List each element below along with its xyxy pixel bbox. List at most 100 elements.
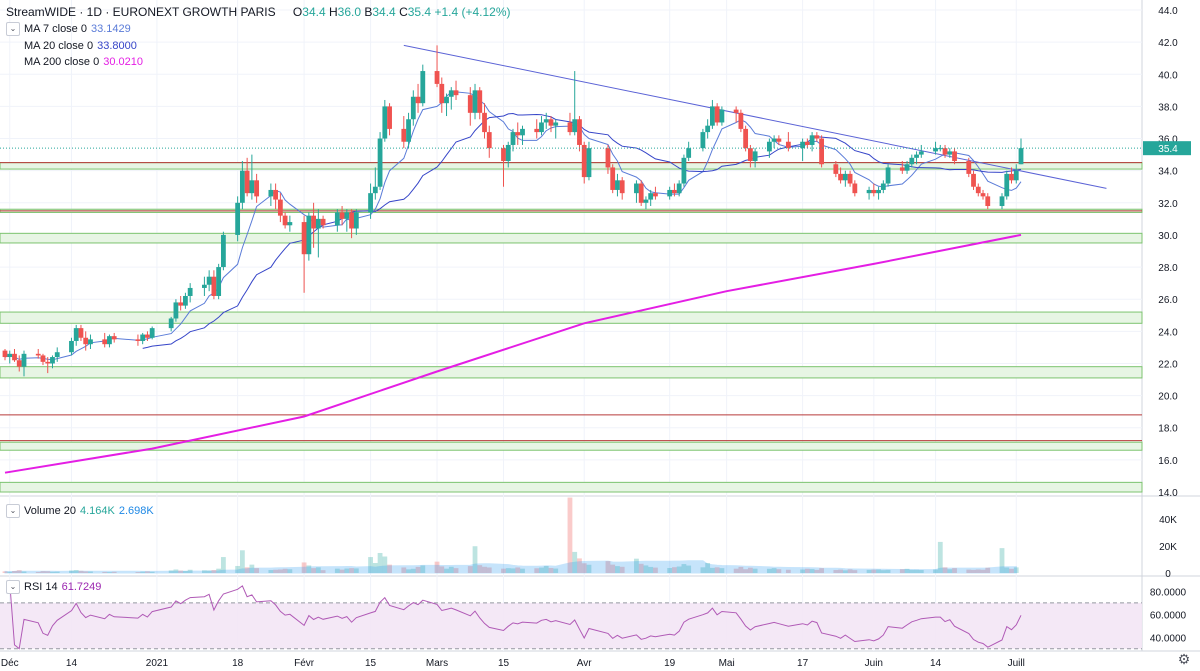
volume-bar: [933, 569, 938, 573]
candle: [952, 148, 957, 165]
collapse-volume-icon[interactable]: ⌄: [6, 504, 20, 518]
candle: [472, 83, 478, 120]
candle: [667, 186, 673, 200]
volume-bar: [804, 568, 810, 573]
candle: [885, 164, 891, 187]
volume-bar: [710, 567, 715, 573]
legend-ma7[interactable]: ⌄ MA 7 close 0 33.1429: [6, 22, 131, 36]
candle-body: [235, 202, 241, 235]
volume-bar: [809, 569, 815, 573]
candle-body: [187, 287, 193, 296]
candle-body: [610, 167, 616, 190]
legend-ma200[interactable]: MA 200 close 0 30.0210: [24, 56, 143, 68]
candle-body: [842, 173, 848, 181]
candle: [12, 349, 17, 362]
candle-body: [710, 106, 715, 126]
candle-body: [415, 96, 421, 104]
time-tick-label: 2021: [146, 658, 169, 669]
candle: [515, 122, 521, 145]
volume-bar: [852, 570, 858, 573]
candle-body: [686, 148, 692, 158]
volume-bar: [467, 566, 473, 573]
candle-body: [220, 234, 226, 268]
candle: [947, 148, 953, 158]
candle: [477, 87, 483, 120]
candle: [45, 357, 51, 374]
candle: [339, 206, 345, 226]
candle-body: [35, 353, 41, 356]
candle-body: [206, 276, 212, 285]
legend-rsi[interactable]: ⌄ RSI 14 61.7249: [6, 580, 101, 594]
candle: [235, 196, 241, 242]
volume-bar: [520, 568, 525, 573]
candle: [634, 180, 639, 203]
candle: [539, 116, 544, 136]
volume-bar: [2, 571, 8, 573]
candle: [501, 144, 506, 187]
volume-bar: [315, 567, 321, 573]
price-tick-label: 26.0: [1158, 295, 1178, 306]
volume-bar: [752, 568, 758, 573]
volume-bar: [605, 561, 611, 573]
candle: [918, 144, 924, 158]
volume-bar: [866, 569, 872, 573]
volume-bar: [615, 566, 620, 573]
candle: [344, 209, 350, 232]
volume-bar: [54, 571, 60, 573]
candle-body: [145, 334, 150, 338]
candle-body: [239, 170, 245, 203]
candle: [942, 144, 948, 158]
candle: [814, 132, 820, 142]
candle-body: [909, 157, 915, 165]
support-zone: [0, 366, 1143, 379]
volume-bar: [880, 570, 886, 573]
time-tick-label: Avr: [577, 658, 592, 669]
candle-body: [681, 157, 687, 184]
price-tick-label: 30.0: [1158, 231, 1178, 242]
candle: [700, 128, 706, 152]
volume-bar: [444, 568, 449, 573]
candle-body: [349, 212, 354, 229]
candle: [306, 212, 312, 261]
candle-body: [406, 119, 411, 142]
candle-body: [619, 180, 625, 194]
price-tick-label: 42.0: [1158, 38, 1178, 49]
candle: [83, 331, 89, 351]
rsi-line: [9, 582, 1022, 650]
volume-bar: [353, 568, 359, 573]
gear-icon[interactable]: ⚙: [1177, 651, 1191, 667]
candle: [216, 263, 222, 300]
candle-body: [244, 170, 250, 194]
volume-bar: [173, 569, 179, 573]
price-tick-label: 34.0: [1158, 167, 1178, 178]
candle: [567, 112, 573, 136]
candle-body: [311, 215, 316, 229]
candle-body: [306, 215, 312, 255]
candle: [173, 299, 179, 322]
volume-bar: [610, 564, 616, 573]
collapse-legend-icon[interactable]: ⌄: [6, 22, 20, 36]
collapse-rsi-icon[interactable]: ⌄: [6, 580, 20, 594]
candle-body: [287, 222, 293, 226]
legend-ma20[interactable]: MA 20 close 0 33.8000: [24, 40, 137, 52]
candle-body: [876, 189, 881, 194]
volume-bar: [634, 558, 639, 573]
candle-body: [980, 193, 986, 197]
candle: [486, 125, 492, 158]
legend-volume[interactable]: ⌄ Volume 20 4.164K 2.698K: [6, 504, 154, 518]
candle-body: [933, 148, 938, 152]
candle-body: [505, 144, 511, 162]
volume-bar: [415, 566, 421, 573]
candle-body: [985, 196, 991, 207]
candle: [771, 135, 777, 149]
candle-body: [586, 148, 592, 178]
volume-bar: [785, 569, 791, 573]
volume-bar: [254, 568, 260, 573]
volume-bar: [382, 556, 388, 573]
volume-bar: [206, 570, 212, 573]
candle-body: [676, 183, 682, 194]
candle-body: [1018, 148, 1024, 165]
volume-bar: [842, 570, 848, 573]
candle: [21, 350, 27, 377]
